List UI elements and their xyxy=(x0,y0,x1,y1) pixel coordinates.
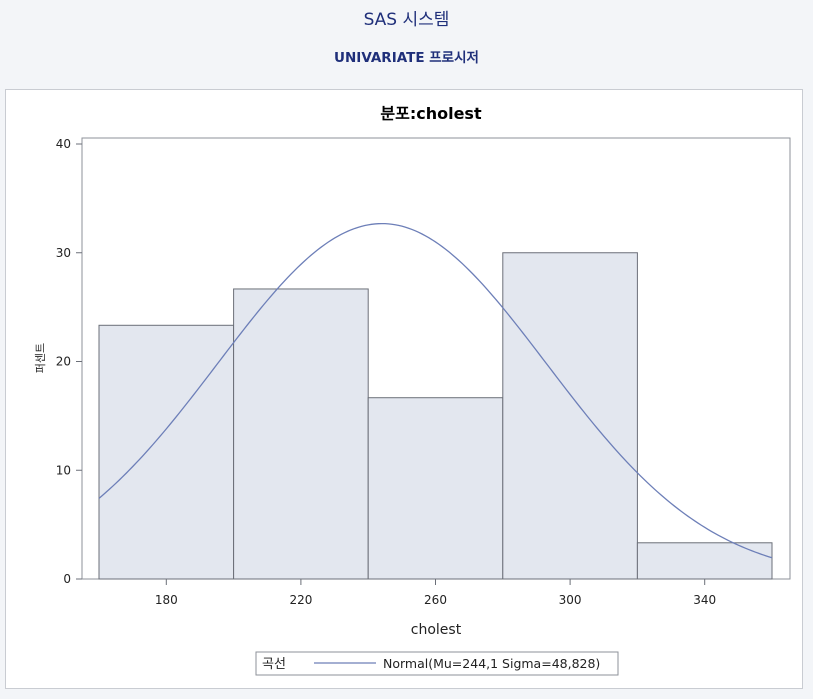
x-axis-label: cholest xyxy=(411,622,462,638)
legend-entry: Normal(Mu=244,1 Sigma=48,828) xyxy=(383,656,600,671)
y-tick-label: 40 xyxy=(56,137,71,151)
y-tick-label: 30 xyxy=(56,246,71,260)
y-tick-label: 10 xyxy=(56,463,71,477)
y-axis: 0 10 20 30 40 xyxy=(56,137,82,586)
histogram-bar xyxy=(233,288,369,580)
page-title: SAS 시스템 xyxy=(363,10,450,30)
x-axis: 180 220 260 300 340 xyxy=(155,579,716,607)
y-tick-label: 0 xyxy=(63,572,71,586)
histogram-bars xyxy=(98,252,773,580)
histogram-bar xyxy=(367,397,504,580)
legend-box xyxy=(255,651,619,676)
x-tick-label: 300 xyxy=(559,593,582,607)
x-tick-label: 220 xyxy=(289,593,312,607)
x-tick-label: 180 xyxy=(155,593,178,607)
histogram-bar xyxy=(98,324,235,580)
x-tick-label: 340 xyxy=(693,593,716,607)
x-tick-label: 260 xyxy=(424,593,447,607)
histogram-bar xyxy=(502,252,638,580)
y-tick-label: 20 xyxy=(56,355,71,369)
legend-title: 곡선 xyxy=(262,657,286,672)
y-axis-label: 퍼센트 xyxy=(34,343,47,373)
page-subtitle: UNIVARIATE 프로시저 xyxy=(334,50,479,66)
histogram-bar xyxy=(636,542,773,580)
legend: 곡선 Normal(Mu=244,1 Sigma=48,828) xyxy=(255,651,619,676)
chart-title: 분포:cholest xyxy=(380,104,482,123)
normal-curve-line xyxy=(98,222,773,559)
